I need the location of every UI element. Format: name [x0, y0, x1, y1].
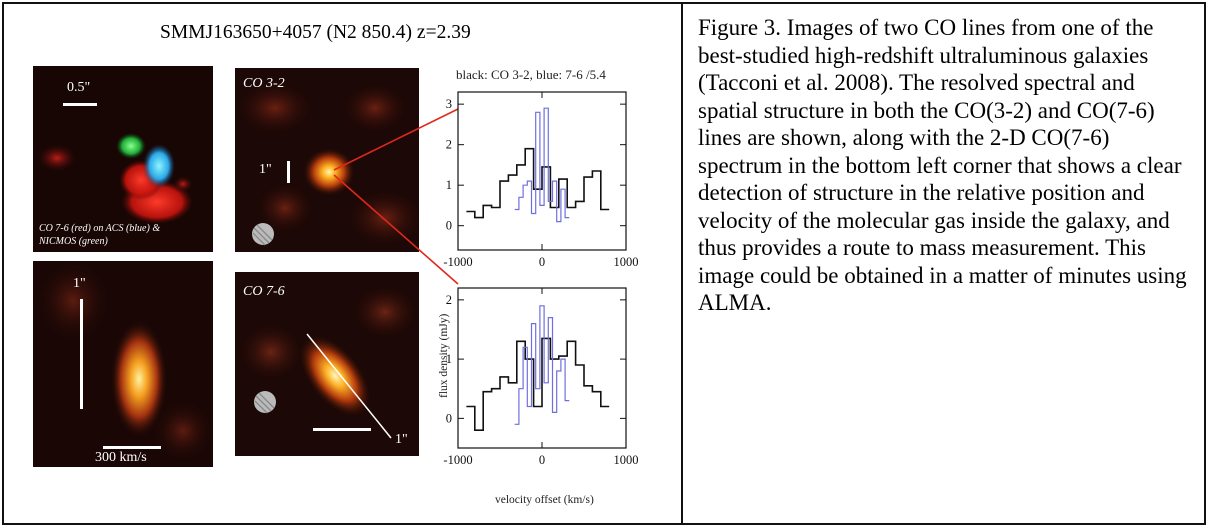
composite-image [33, 66, 213, 252]
pv-diagram [33, 261, 213, 467]
spectrum-ylabel: flux density (mJy) [438, 313, 450, 398]
series-line-co76 [514, 305, 570, 425]
y-tick-label: 3 [446, 97, 452, 111]
y-tick-label: 1 [446, 352, 452, 366]
x-tick-label: 1000 [614, 453, 639, 467]
series-line-co32 [466, 337, 610, 431]
y-tick-label: 2 [446, 138, 452, 152]
frame-left-border [2, 2, 4, 525]
frame-top-border [2, 2, 1206, 4]
series-line-co76 [514, 107, 570, 223]
frame-bottom-border [2, 523, 1206, 525]
series-line-co32 [466, 147, 610, 219]
frame-right-border [1204, 2, 1206, 525]
frame-divider [681, 2, 683, 525]
composite-scale-label: 0.5" [67, 80, 91, 95]
composite-note-line2: NICMOS (green) [39, 236, 108, 247]
y-tick-label: 2 [446, 293, 452, 307]
y-tick-label: 0 [446, 219, 452, 233]
y-tick-label: 1 [446, 178, 452, 192]
figure-caption: Figure 3. Images of two CO lines from on… [698, 15, 1187, 315]
co76-map-panel: CO 7-6 1" [235, 272, 419, 456]
co32-label: CO 3-2 [243, 76, 285, 91]
x-tick-label: 1000 [614, 255, 639, 269]
x-tick-label: -1000 [443, 453, 472, 467]
co76-map [235, 272, 419, 456]
x-tick-label: -1000 [443, 255, 472, 269]
co76-scale-label: 1" [395, 432, 408, 447]
composite-image-panel: 0.5" CO 7-6 (red) on ACS (blue) & NICMOS… [33, 66, 213, 252]
spectrum-top-title: black: CO 3-2, blue: 7-6 /5.4 [456, 67, 606, 82]
spectrum-xlabel: velocity offset (km/s) [495, 494, 594, 506]
composite-note-line1: CO 7-6 (red) on ACS (blue) & [39, 223, 161, 234]
pv-scale-label: 1" [73, 276, 86, 291]
y-tick-label: 0 [446, 411, 452, 425]
pv-diagram-panel: 1" 300 km/s [33, 261, 213, 467]
figure-title: SMMJ163650+4057 (N2 850.4) z=2.39 [160, 22, 471, 43]
x-tick-label: 0 [539, 453, 545, 467]
co32-scale-label: 1" [259, 162, 272, 177]
x-tick-label: 0 [539, 255, 545, 269]
pv-velocity-label: 300 km/s [95, 450, 147, 465]
co76-label: CO 7-6 [243, 284, 285, 299]
